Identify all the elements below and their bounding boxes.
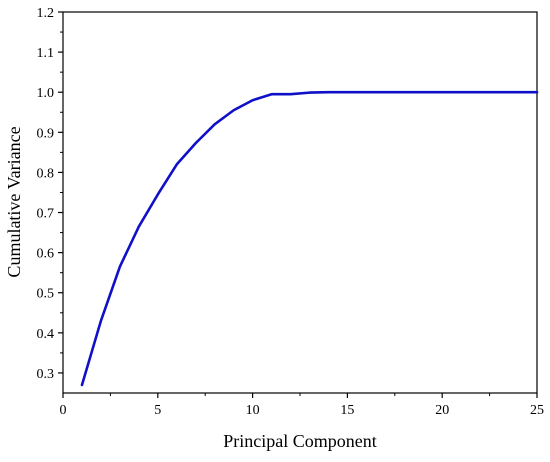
x-axis-title: Principal Component [223,431,376,451]
x-tick-label: 5 [154,403,161,418]
y-tick-label: 0.3 [37,367,55,382]
y-axis: 0.3 0.4 0.5 0.6 0.7 0.8 0.9 1.0 1.1 1.2 [37,6,63,382]
y-tick-label: 0.7 [37,207,55,222]
y-tick-label: 1.0 [37,86,55,101]
y-tick-label: 0.9 [37,126,55,141]
x-tick-label: 15 [340,403,354,418]
y-tick-label: 0.4 [37,327,55,342]
y-axis-title: Cumulative Variance [4,126,24,277]
x-tick-label: 20 [435,403,449,418]
y-tick-label: 0.6 [37,247,55,262]
plot-frame [62,11,538,394]
y-tick-label: 0.5 [37,287,55,302]
y-tick-label: 1.1 [37,46,55,61]
series-line [80,90,539,387]
x-tick-label: 10 [246,403,260,418]
x-axis: 0 5 10 15 20 25 [60,393,544,418]
x-tick-label: 0 [60,403,67,418]
y-tick-label: 0.8 [37,166,55,181]
x-tick-label: 25 [530,403,544,418]
y-tick-label: 1.2 [37,6,55,21]
